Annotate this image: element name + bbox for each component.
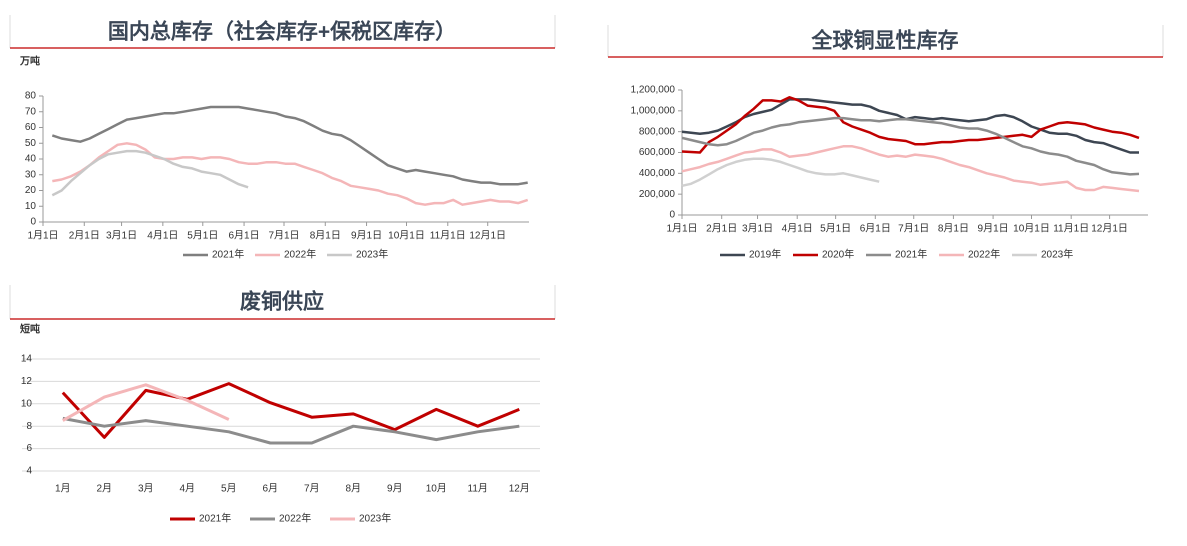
legend-label: 2022年 <box>284 248 316 261</box>
y-tick-label: 60 <box>25 122 37 133</box>
x-tick-label: 9月1日 <box>351 230 382 242</box>
series-line <box>51 105 528 186</box>
legend-label: 2021年 <box>895 248 927 261</box>
legend-label: 2019年 <box>749 248 781 261</box>
series-line <box>61 382 520 439</box>
chart-title: 国内总库存（社会库存+保税区库存） <box>108 20 456 44</box>
x-tick-label: 10月1日 <box>388 230 425 242</box>
x-tick-label: 4月1日 <box>782 223 813 235</box>
x-tick-label: 10月1日 <box>1013 223 1050 235</box>
x-tick-label: 1月1日 <box>27 230 58 242</box>
chart-title: 废铜供应 <box>240 290 324 314</box>
y-tick-label: 80 <box>25 91 37 102</box>
y-axis-unit: 万吨 <box>19 55 40 68</box>
x-tick-label: 5月1日 <box>187 230 218 242</box>
y-tick-label: 20 <box>25 185 37 196</box>
x-tick-label: 6月 <box>262 483 278 495</box>
y-tick-label: 10 <box>25 201 37 212</box>
x-tick-label: 11月1日 <box>1053 223 1089 235</box>
x-tick-label: 12月 <box>509 483 530 495</box>
x-tick-label: 12月1日 <box>469 230 506 242</box>
y-tick-label: 0 <box>30 217 36 228</box>
x-tick-label: 8月1日 <box>938 223 969 235</box>
series-line <box>62 383 230 422</box>
series-line <box>681 116 1140 176</box>
x-tick-label: 4月1日 <box>147 230 178 242</box>
y-tick-label: 1,000,000 <box>631 105 676 116</box>
x-tick-label: 3月1日 <box>106 230 137 242</box>
y-tick-label: 14 <box>21 354 33 365</box>
series-line <box>681 96 1140 154</box>
x-tick-label: 6月1日 <box>860 223 891 235</box>
x-tick-label: 7月 <box>304 483 320 495</box>
y-tick-label: 10 <box>21 398 33 409</box>
series-line <box>681 145 1140 193</box>
x-tick-label: 7月1日 <box>268 230 299 242</box>
x-tick-label: 9月 <box>387 483 403 495</box>
y-tick-label: 30 <box>25 169 37 180</box>
legend-label: 2023年 <box>359 512 391 525</box>
chart-title: 全球铜显性库存 <box>811 29 959 53</box>
series-line <box>52 142 529 206</box>
series-line <box>62 416 520 445</box>
y-tick-label: 1,200,000 <box>631 85 676 96</box>
legend-label: 2022年 <box>968 248 1000 261</box>
y-tick-label: 40 <box>25 154 37 165</box>
y-tick-label: 0 <box>669 210 675 221</box>
y-tick-label: 6 <box>26 443 32 454</box>
y-tick-label: 50 <box>25 138 37 149</box>
legend-label: 2021年 <box>199 512 231 525</box>
y-tick-label: 8 <box>26 421 32 432</box>
x-tick-label: 9月1日 <box>978 223 1009 235</box>
y-tick-label: 12 <box>21 376 33 387</box>
legend-label: 2020年 <box>822 248 854 261</box>
x-tick-label: 7月1日 <box>898 223 929 235</box>
y-tick-label: 4 <box>26 466 32 477</box>
x-tick-label: 3月1日 <box>742 223 773 235</box>
legend-label: 2023年 <box>356 248 388 261</box>
series-line <box>681 98 1139 154</box>
x-tick-label: 11月 <box>468 483 488 495</box>
y-tick-label: 800,000 <box>639 126 676 137</box>
x-tick-label: 2月 <box>96 483 112 495</box>
x-tick-label: 4月 <box>179 483 195 495</box>
x-tick-label: 6月1日 <box>228 230 259 242</box>
y-tick-label: 70 <box>25 106 37 117</box>
legend-label: 2023年 <box>1041 248 1073 261</box>
x-tick-label: 1月1日 <box>666 223 697 235</box>
x-tick-label: 8月1日 <box>310 230 341 242</box>
y-tick-label: 400,000 <box>639 168 676 179</box>
x-tick-label: 8月 <box>345 483 361 495</box>
x-tick-label: 11月1日 <box>430 230 466 242</box>
legend-label: 2022年 <box>279 512 311 525</box>
x-tick-label: 5月1日 <box>820 223 851 235</box>
x-tick-label: 10月 <box>426 483 447 495</box>
y-axis-unit: 短吨 <box>20 323 40 336</box>
y-tick-label: 600,000 <box>639 147 676 158</box>
y-tick-label: 200,000 <box>639 189 676 200</box>
legend-label: 2021年 <box>212 248 244 261</box>
x-tick-label: 3月 <box>138 483 154 495</box>
series-line <box>51 149 249 197</box>
x-tick-label: 2月1日 <box>706 223 737 235</box>
x-tick-label: 2月1日 <box>69 230 100 242</box>
x-tick-label: 12月1日 <box>1091 223 1128 235</box>
series-line <box>681 157 880 188</box>
x-tick-label: 5月 <box>221 483 237 495</box>
x-tick-label: 1月 <box>55 483 71 495</box>
